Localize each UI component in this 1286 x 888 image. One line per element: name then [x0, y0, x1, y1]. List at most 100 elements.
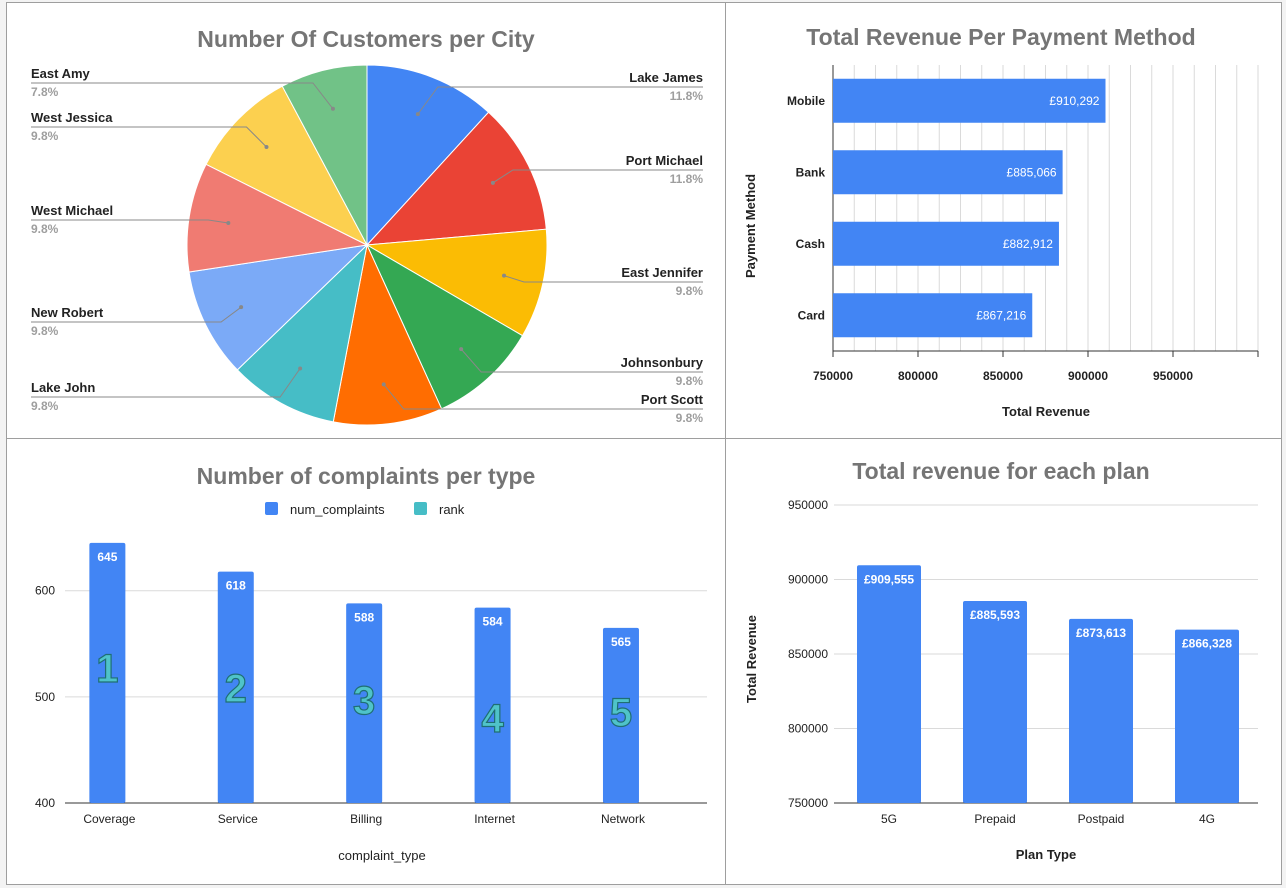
y-axis-title: Total Revenue — [744, 615, 759, 703]
pie-slice — [365, 228, 548, 337]
pie-slice-percent: 9.8% — [31, 129, 59, 143]
pie-slice-label: West Michael — [31, 203, 113, 218]
x-axis-title: Plan Type — [1016, 847, 1076, 862]
bar-data-label: 584 — [483, 615, 503, 629]
pie-leader-line — [31, 126, 267, 148]
y-tick-label: 950000 — [788, 498, 828, 512]
pie-slice-percent: 9.8% — [676, 411, 704, 425]
pie-slice — [365, 243, 524, 410]
chart-panel-customers-per-city[interactable]: Number Of Customers per City Lake James 1… — [6, 2, 726, 439]
pie-slice-label: Johnsonbury — [621, 355, 704, 370]
bar-data-label: £867,216 — [976, 308, 1026, 322]
y-tick-label: 800000 — [788, 722, 828, 736]
pie-chart: Number Of Customers per City Lake James 1… — [31, 26, 704, 426]
pie-slice-percent: 9.8% — [676, 284, 704, 298]
pie-slice — [365, 111, 547, 246]
pie-slice-label: Port Michael — [626, 153, 703, 168]
pie-slice-percent: 9.8% — [676, 374, 704, 388]
x-category-label: Postpaid — [1078, 812, 1125, 826]
y-category-label: Card — [798, 308, 825, 322]
bar — [89, 542, 126, 803]
pie-slice-label: East Amy — [31, 66, 91, 81]
bar-data-label: 565 — [611, 635, 631, 649]
x-category-label: Billing — [350, 812, 382, 826]
bar-data-label: £910,292 — [1049, 94, 1099, 108]
pie-leader-line — [503, 275, 703, 283]
bar — [833, 150, 1063, 195]
horizontal-bar-chart: Total Revenue Per Payment Method Total R… — [743, 24, 1259, 419]
rank-label: 3 — [353, 679, 375, 723]
x-tick-label: 900000 — [1068, 369, 1108, 383]
pie-leader-line — [31, 82, 334, 110]
x-tick-label: 950000 — [1153, 369, 1193, 383]
x-category-label: Prepaid — [974, 812, 1015, 826]
legend-label-num-complaints: num_complaints — [290, 502, 385, 517]
pie-leader-line — [31, 219, 229, 224]
pie-leader-line — [417, 86, 703, 115]
y-category-label: Cash — [796, 237, 825, 251]
rank-label: 2 — [225, 667, 247, 711]
pie-slice-percent: 9.8% — [31, 222, 59, 236]
rank-label: 4 — [481, 697, 504, 741]
y-tick-label: 400 — [35, 796, 55, 810]
y-tick-label: 850000 — [788, 647, 828, 661]
chart-title: Number Of Customers per City — [197, 26, 535, 52]
x-category-label: Network — [601, 812, 646, 826]
pie-leader-line — [31, 368, 301, 398]
chart-panel-revenue-per-payment[interactable]: Total Revenue Per Payment Method Total R… — [725, 2, 1282, 439]
bar-data-label: £866,328 — [1182, 637, 1232, 651]
x-category-label: Service — [218, 812, 258, 826]
legend-label-rank: rank — [439, 502, 465, 517]
pie-slice-percent: 9.8% — [31, 399, 59, 413]
bar — [1069, 618, 1133, 803]
y-tick-label: 750000 — [788, 796, 828, 810]
pie-leader-line — [492, 169, 703, 184]
chart-panel-revenue-per-plan[interactable]: Total revenue for each plan Plan Type To… — [725, 438, 1282, 885]
bar — [963, 600, 1027, 803]
bar — [474, 607, 511, 803]
x-tick-label: 750000 — [813, 369, 853, 383]
pie-slice — [186, 163, 369, 273]
pie-leader-line — [460, 348, 703, 373]
pie-slice-label: Lake John — [31, 380, 95, 395]
bar — [1175, 629, 1239, 803]
rank-label: 5 — [610, 691, 632, 735]
pie-leader-line — [31, 306, 242, 323]
plan-bar-chart: Total revenue for each plan Plan Type To… — [744, 458, 1258, 862]
bar-data-label: 645 — [97, 550, 117, 564]
bar-data-label: £909,555 — [864, 572, 914, 586]
x-category-label: Coverage — [83, 812, 135, 826]
bar — [346, 603, 383, 803]
chart-title: Total Revenue Per Payment Method — [806, 24, 1195, 50]
bar — [857, 565, 921, 803]
bar-data-label: £882,912 — [1003, 237, 1053, 251]
pie-slice-label: Port Scott — [641, 392, 704, 407]
y-tick-label: 600 — [35, 584, 55, 598]
y-tick-label: 500 — [35, 690, 55, 704]
pie-slice — [281, 64, 368, 246]
chart-panel-complaints-per-type[interactable]: Number of complaints per type num_compla… — [6, 438, 726, 885]
pie-slice-label: Lake James — [629, 70, 703, 85]
pie-slice-percent: 7.8% — [31, 85, 59, 99]
bar-data-label: 618 — [226, 579, 246, 593]
bar-data-label: £885,593 — [970, 608, 1020, 622]
pie-slice-label: West Jessica — [31, 110, 113, 125]
chart-title: Number of complaints per type — [197, 463, 536, 489]
x-axis-title: complaint_type — [338, 848, 425, 863]
pie-slice — [205, 85, 369, 247]
y-tick-label: 900000 — [788, 573, 828, 587]
x-axis-title: Total Revenue — [1002, 404, 1090, 419]
bar — [833, 78, 1106, 123]
pie-slice-percent: 9.8% — [31, 324, 59, 338]
y-category-label: Bank — [796, 165, 826, 179]
pie-slice — [236, 243, 368, 423]
pie-slice — [188, 244, 369, 371]
pie-slice-percent: 11.8% — [670, 89, 704, 103]
complaints-bar-chart: Number of complaints per type num_compla… — [35, 463, 707, 863]
x-category-label: 4G — [1199, 812, 1215, 826]
y-category-label: Mobile — [787, 94, 825, 108]
bar-data-label: £873,613 — [1076, 626, 1126, 640]
x-tick-label: 800000 — [898, 369, 938, 383]
chart-title: Total revenue for each plan — [852, 458, 1149, 484]
x-tick-label: 850000 — [983, 369, 1023, 383]
